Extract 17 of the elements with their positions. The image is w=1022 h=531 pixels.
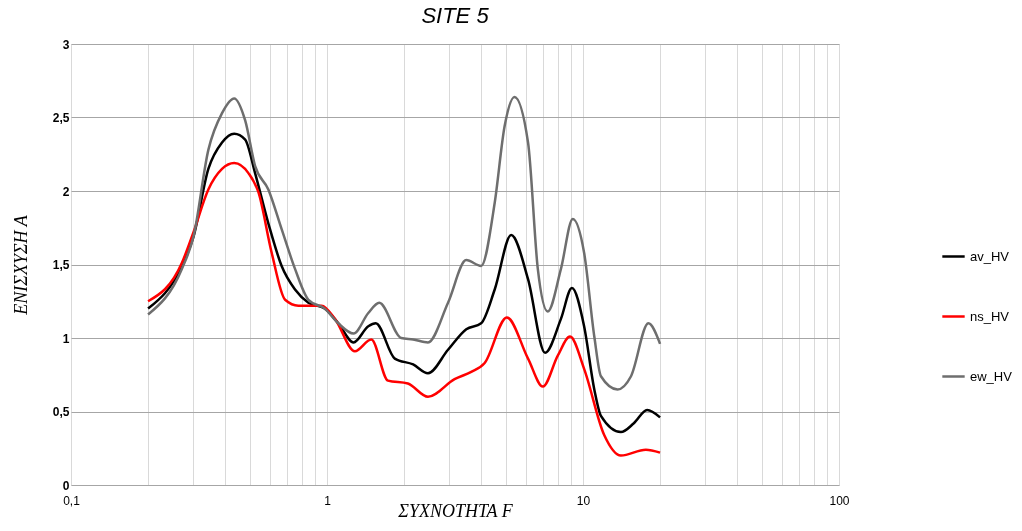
y-tick-label: 0,5	[52, 405, 70, 419]
y-tick-label: 1,5	[52, 258, 70, 272]
x-tick-label: 10	[576, 493, 591, 508]
y-tick-label: 1	[62, 331, 70, 346]
chart-title: SITE 5	[421, 3, 490, 28]
x-tick-label: 0,1	[63, 493, 81, 508]
legend-label: ns_HV	[970, 308, 1010, 324]
y-tick-label: 0	[62, 478, 70, 493]
y-axis-title: ΕΝΙΣΧΥΣΗ Α	[10, 214, 31, 316]
x-tick-label: 1	[324, 493, 332, 508]
legend-label: av_HV	[970, 248, 1010, 264]
legend-label: ew_HV	[970, 368, 1013, 384]
y-tick-label: 3	[62, 37, 70, 52]
x-axis-title: ΣΥΧΝΟΤΗΤΑ F	[397, 500, 514, 521]
x-tick-label: 100	[829, 493, 850, 508]
y-tick-label: 2,5	[52, 111, 70, 125]
y-tick-label: 2	[62, 184, 70, 199]
